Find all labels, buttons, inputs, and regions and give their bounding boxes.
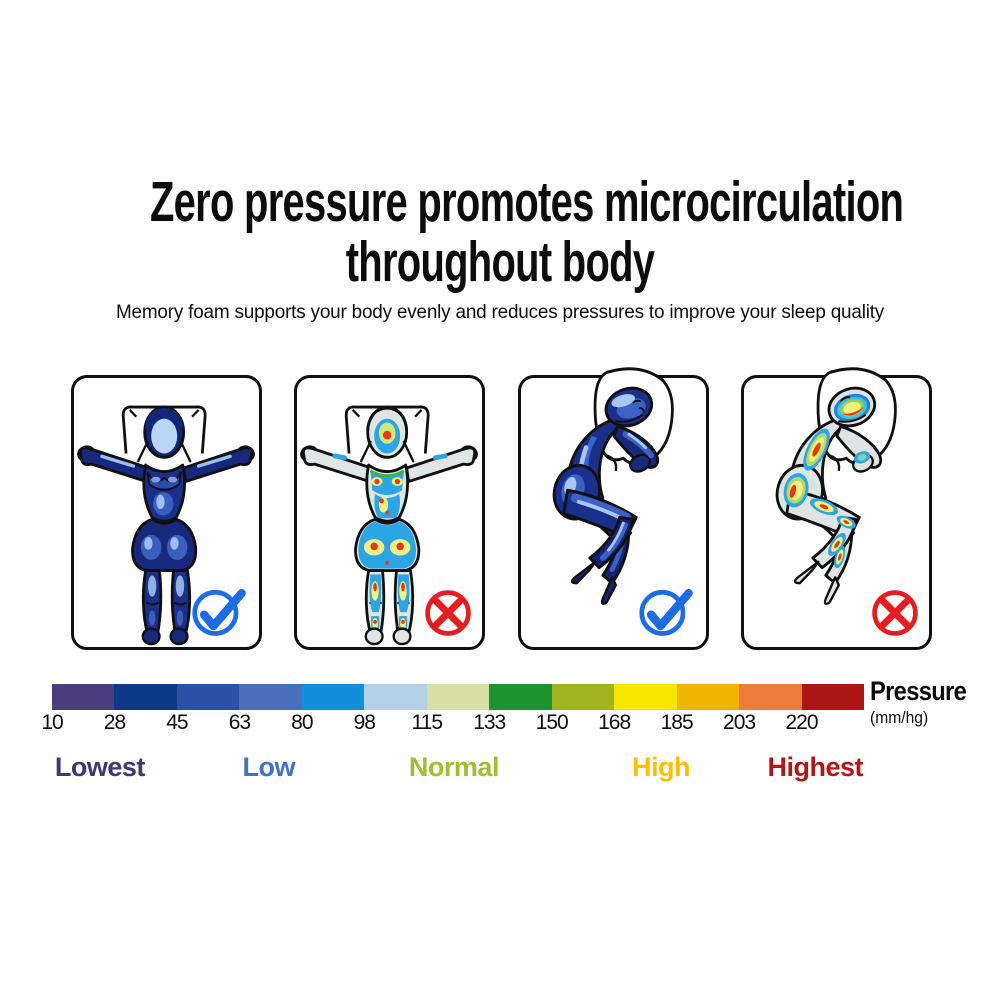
side-sleeper-hotspots-figure (775, 367, 897, 605)
body-figure (77, 405, 255, 646)
shin-hotspot (834, 545, 846, 569)
pressure-legend-label-lowest: Lowest (54, 752, 146, 782)
panel-back-sleeper-even-pressure (71, 375, 262, 650)
panel-back-sleeper-pressure-hotspots (294, 375, 485, 650)
pressure-scale-label: Pressure (mm/hg) (870, 676, 1000, 728)
pressure-scale-segment (301, 684, 365, 710)
pressure-legend-label-high: High (632, 752, 691, 782)
title-line-1: Zero pressure promotes microcirculation (150, 170, 904, 234)
hip-hotspot (783, 473, 809, 508)
pressure-tick-label: 63 (228, 711, 251, 734)
pressure-scale-segment (239, 684, 302, 710)
pressure-legend-label-normal: Normal (408, 752, 500, 782)
panel-side-sleeper-even-pressure (518, 367, 709, 650)
pressure-scale-segment (176, 684, 240, 710)
panel-side-sleeper-pressure-hotspots (741, 367, 932, 650)
side-sleeper-even-pressure-figure (552, 367, 674, 605)
knee-hotspot (836, 515, 856, 529)
body-figure (300, 405, 478, 646)
subtitle: Memory foam supports your body evenly an… (115, 301, 885, 323)
pressure-legend: Lowest Low Normal High Highest (52, 752, 864, 788)
pressure-scale-unit: (mm/hg) (870, 708, 929, 727)
pressure-scale-segment (114, 684, 177, 710)
pressure-tick-label: 168 (598, 711, 631, 734)
page-title: Zero pressure promotes microcirculation … (150, 170, 904, 295)
pressure-scale-segment (52, 684, 115, 710)
pressure-scale-segment (426, 684, 490, 710)
pressure-tick-label: 80 (291, 711, 313, 734)
pressure-tick-label: 185 (660, 711, 694, 734)
forearm-hotspot (853, 451, 871, 464)
pressure-scale: Pressure (mm/hg) 10 28 45 63 80 98 115 133 150 16… (41, 676, 966, 804)
pressure-tick-label: 45 (166, 711, 188, 734)
check-icon (192, 588, 246, 636)
title-line-2: throughout body (345, 230, 655, 295)
pressure-scale-segment (614, 684, 677, 710)
pressure-scale-segment (551, 684, 615, 710)
pressure-scale-segment (364, 684, 427, 710)
pressure-legend-label-highest: Highest (767, 752, 864, 782)
pressure-tick-label: 133 (473, 711, 506, 734)
pressure-tick-label: 220 (785, 711, 819, 734)
pressure-scale-ticks: 10 28 45 63 80 98 115 133 150 168 185 203 220 (41, 711, 864, 737)
pressure-tick-label: 98 (353, 711, 376, 734)
body-figure (552, 386, 660, 605)
back-sleeper-hotspots-figure (300, 405, 478, 646)
cross-icon (872, 590, 918, 636)
cross-icon (425, 590, 471, 636)
pressure-scale-segment (739, 684, 802, 710)
check-icon (639, 588, 693, 636)
pressure-tick-label: 10 (41, 711, 63, 734)
pressure-scale-segment (676, 684, 740, 710)
calf-hotspot (828, 532, 846, 556)
head-hotspot (833, 393, 871, 423)
shoulder-hotspot (803, 428, 830, 471)
body-figure (775, 386, 883, 605)
pressure-color-bar (52, 684, 865, 710)
pressure-tick-label: 150 (535, 711, 569, 734)
pressure-legend-label-low: Low (242, 752, 296, 782)
pressure-scale-title: Pressure (870, 676, 967, 706)
pressure-tick-label: 115 (411, 711, 444, 734)
pressure-scale-segment (489, 684, 552, 710)
back-sleeper-even-pressure-figure (77, 405, 255, 646)
pressure-scale-segment (801, 684, 865, 710)
pressure-tick-label: 28 (103, 711, 126, 734)
thigh-hotspot (809, 498, 839, 516)
pressure-tick-label: 203 (723, 711, 756, 734)
